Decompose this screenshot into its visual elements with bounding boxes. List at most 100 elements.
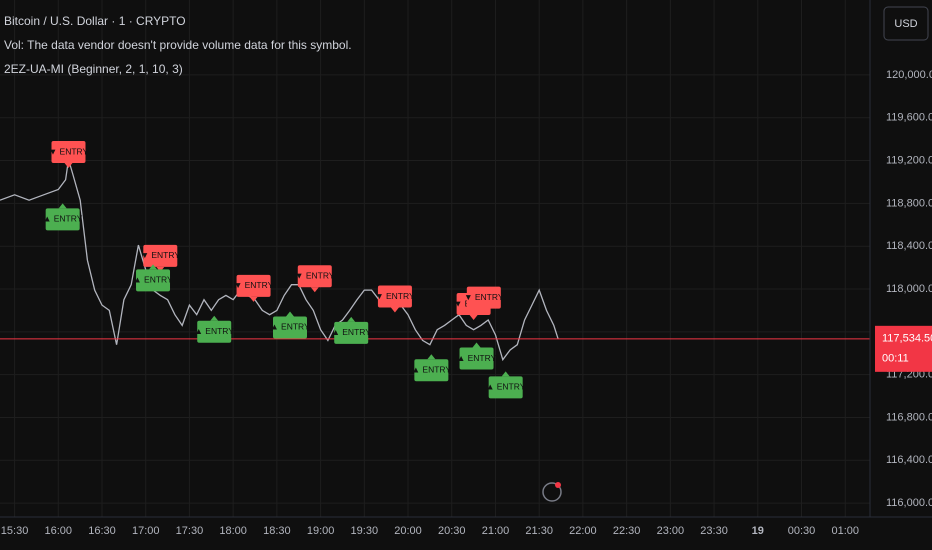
signal-pointer (156, 266, 165, 272)
entry-signal: ▲ ENTRY (133, 264, 173, 292)
signal-label: ▲ ENTRY (43, 214, 83, 224)
signal-box (197, 320, 232, 343)
entry-signal: ▼ ENTRY (464, 286, 504, 314)
signal-label: ▼ ENTRY (234, 280, 274, 290)
signal-label: ▼ ENTRY (464, 292, 504, 302)
entry-signal: ▲ ENTRY (412, 354, 452, 382)
signal-box (273, 316, 307, 339)
countdown-label: 00:11 (882, 353, 909, 365)
entry-signal: ▲ ENTRY (331, 316, 371, 344)
icon-ring (542, 482, 562, 502)
signal-label: ▲ ENTRY (195, 326, 235, 336)
signal-label: ▼ ENTRY (375, 291, 415, 301)
x-tick-label: 23:00 (657, 525, 685, 537)
x-tick-label: 15:30 (1, 525, 29, 537)
signal-pointer (501, 371, 510, 377)
entry-signal: ▼ ENTRY (375, 285, 415, 313)
signal-pointer (390, 307, 399, 313)
entry-signal: ▼ ENTRY (141, 244, 181, 272)
signal-box (459, 347, 494, 370)
entry-signal: ▲ ENTRY (270, 311, 310, 339)
signal-label: ▲ ENTRY (133, 275, 173, 285)
signal-pointer (469, 315, 478, 321)
signal-label: ▲ ENTRY (486, 382, 526, 392)
x-tick-label: 17:00 (132, 525, 160, 537)
y-tick-label: 116,400.00 (886, 454, 932, 466)
signal-pointer (64, 163, 73, 169)
signal-pointer (149, 264, 158, 270)
signal-label: ▲ ENTRY (331, 327, 371, 337)
x-tick-label: 22:30 (613, 525, 641, 537)
entry-signal: ▼ ENTRY (295, 265, 335, 293)
currency-label[interactable]: USD (894, 18, 917, 30)
signal-box (414, 359, 449, 382)
signal-box (466, 286, 501, 309)
entry-signal: ▲ ENTRY (457, 342, 497, 370)
axes: 116,000.00116,400.00116,800.00117,200.00… (1, 69, 932, 537)
last-price-box (875, 325, 932, 372)
signal-pointer (310, 287, 319, 293)
entry-signal: ▼ ENTRY (49, 141, 89, 169)
x-tick-label: 23:30 (700, 525, 728, 537)
y-tick-label: 116,000.00 (886, 497, 932, 509)
signal-box (45, 208, 80, 231)
x-tick-label: 20:30 (438, 525, 466, 537)
x-tick-label: 01:00 (831, 525, 859, 537)
y-tick-label: 118,800.00 (886, 197, 932, 209)
last-price-label: 117,534.50 (882, 333, 932, 345)
signal-box (143, 244, 178, 267)
signal-box (488, 376, 523, 399)
signal-label: ▼ ENTRY (141, 250, 181, 260)
y-tick-label: 120,000.00 (886, 69, 932, 81)
icon-dot (555, 482, 561, 488)
y-tick-label: 119,600.00 (886, 112, 932, 124)
signal-label: ▲ ENTRY (270, 322, 310, 332)
indicator-label[interactable]: 2EZ-UA-MI (Beginner, 2, 1, 10, 3) (4, 62, 183, 76)
x-tick-label: 17:30 (176, 525, 204, 537)
x-tick-label: 16:30 (88, 525, 116, 537)
signal-pointer (58, 203, 67, 209)
signal-label: ▼ ENTRY (49, 146, 89, 156)
currency-button[interactable] (883, 6, 929, 41)
signal-label: ▲ ENTRY (457, 353, 497, 363)
replay-icon[interactable] (542, 482, 562, 502)
signal-box (334, 321, 369, 344)
signal-pointer (210, 315, 219, 321)
x-tick-label: 19:00 (307, 525, 335, 537)
x-tick-label: 22:00 (569, 525, 597, 537)
signal-label: ▲ ENTRY (412, 365, 452, 375)
x-tick-label: 19 (752, 525, 764, 537)
x-tick-label: 21:30 (525, 525, 553, 537)
x-tick-label: 21:00 (482, 525, 510, 537)
entry-signal: ▼ ENTRY (234, 274, 274, 302)
signal-pointer (286, 311, 294, 317)
x-tick-label: 16:00 (45, 525, 73, 537)
signal-box (51, 141, 86, 164)
signal-label: ▼ ENTRY (295, 270, 335, 280)
entry-signal: ▲ ENTRY (486, 371, 526, 399)
x-tick-label: 19:30 (351, 525, 379, 537)
signal-box (297, 265, 332, 288)
entry-signal: ▲ ENTRY (43, 203, 83, 231)
signal-box (236, 274, 271, 297)
volume-note: Vol: The data vendor doesn't provide vol… (4, 38, 352, 52)
x-tick-label: 00:30 (788, 525, 816, 537)
y-tick-label: 119,200.00 (886, 154, 932, 166)
x-tick-label: 18:00 (219, 525, 247, 537)
entry-signal: ▲ ENTRY (195, 315, 235, 343)
symbol-title[interactable]: Bitcoin / U.S. Dollar · 1 · CRYPTO (4, 14, 186, 28)
signal-pointer (427, 354, 436, 360)
x-tick-label: 20:00 (394, 525, 422, 537)
y-tick-label: 118,000.00 (886, 283, 932, 295)
signal-box (136, 269, 171, 292)
signal-pointer (347, 316, 356, 322)
plot: ▼ ENTRY ▼ ENTRY ▼ ENTRY ▼ ENTRY ▼ ENTRY ▼ ENT… (0, 141, 870, 399)
y-tick-label: 116,800.00 (886, 411, 932, 423)
y-tick-label: 118,400.00 (886, 240, 932, 252)
price-line (0, 159, 559, 362)
x-tick-label: 18:30 (263, 525, 291, 537)
signal-box (377, 285, 412, 308)
signal-pointer (472, 342, 481, 348)
signal-pointer (479, 308, 488, 314)
